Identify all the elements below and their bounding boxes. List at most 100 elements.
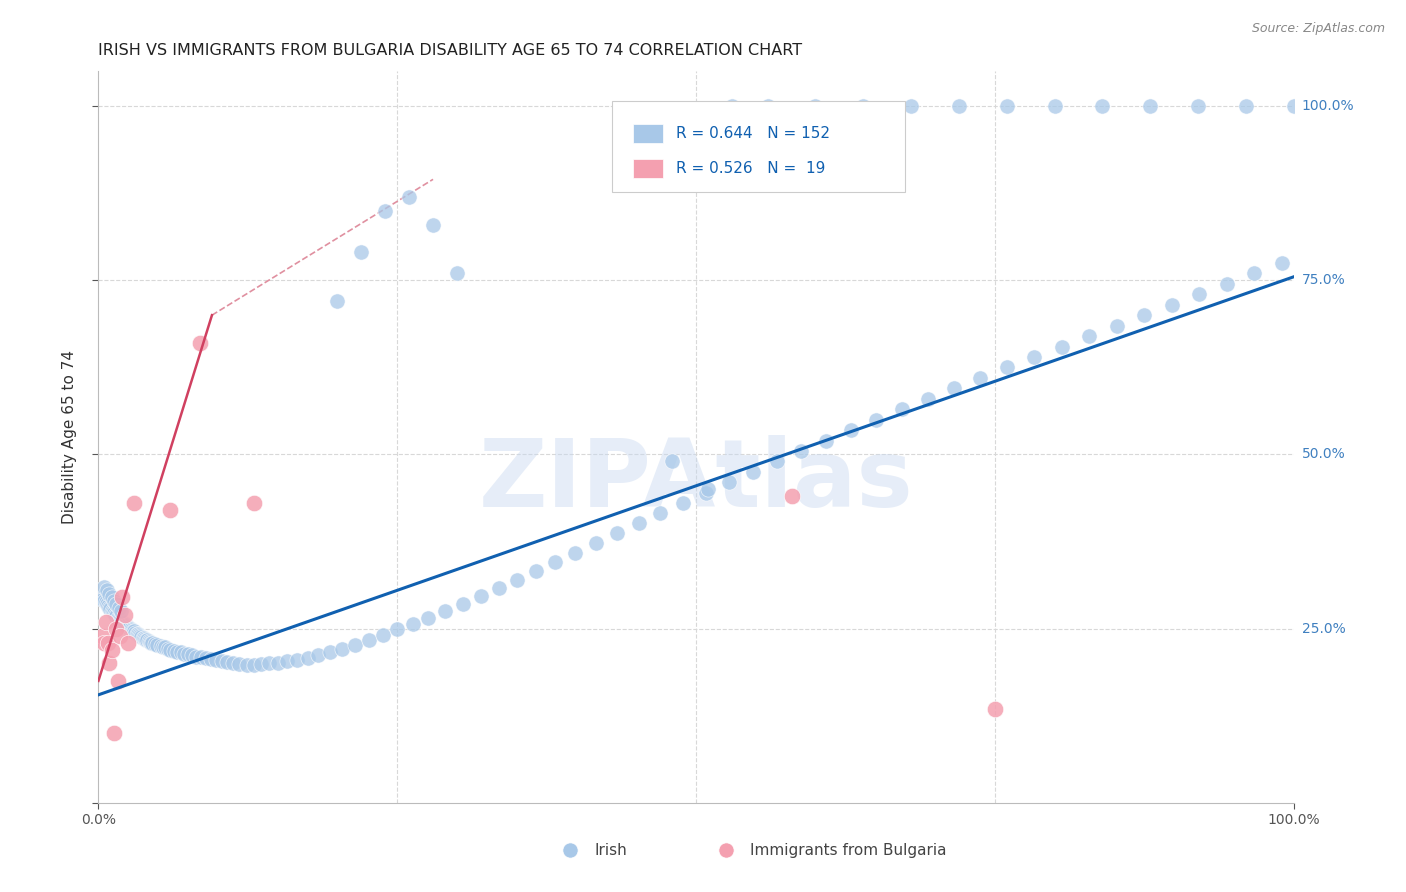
Text: 50.0%: 50.0% bbox=[1302, 448, 1346, 461]
Point bbox=[118, 621, 141, 635]
Point bbox=[718, 475, 741, 490]
Point bbox=[917, 392, 939, 406]
Point bbox=[124, 624, 146, 639]
Text: IRISH VS IMMIGRANTS FROM BULGARIA DISABILITY AGE 65 TO 74 CORRELATION CHART: IRISH VS IMMIGRANTS FROM BULGARIA DISABI… bbox=[98, 43, 803, 58]
Point bbox=[132, 632, 155, 646]
Text: ZIPAtlas: ZIPAtlas bbox=[478, 435, 914, 527]
Point bbox=[1139, 99, 1161, 113]
Point bbox=[94, 615, 117, 629]
Point bbox=[115, 619, 138, 633]
Point bbox=[159, 503, 181, 517]
Point bbox=[1187, 99, 1209, 113]
Point bbox=[1188, 287, 1211, 301]
Point bbox=[307, 648, 329, 662]
Point bbox=[100, 642, 122, 657]
Point bbox=[143, 637, 166, 651]
Point bbox=[139, 635, 162, 649]
FancyBboxPatch shape bbox=[633, 160, 662, 178]
Point bbox=[446, 266, 468, 280]
Point bbox=[488, 581, 510, 595]
Point bbox=[114, 616, 136, 631]
Point bbox=[195, 651, 218, 665]
Point bbox=[211, 654, 233, 668]
Point bbox=[756, 99, 779, 113]
Point bbox=[470, 589, 492, 603]
Point bbox=[422, 218, 444, 232]
Point bbox=[127, 627, 149, 641]
Point bbox=[267, 656, 290, 670]
Point bbox=[141, 636, 163, 650]
Point bbox=[100, 591, 122, 605]
Point bbox=[98, 657, 121, 671]
Point bbox=[852, 99, 875, 113]
Point bbox=[217, 655, 239, 669]
Point bbox=[105, 622, 128, 636]
Point bbox=[1282, 99, 1305, 113]
Point bbox=[672, 496, 695, 510]
Point bbox=[1024, 350, 1046, 364]
Point bbox=[186, 649, 208, 664]
Point bbox=[276, 654, 298, 668]
Point bbox=[721, 99, 744, 113]
Text: Source: ZipAtlas.com: Source: ZipAtlas.com bbox=[1251, 22, 1385, 36]
Point bbox=[326, 294, 349, 309]
Point bbox=[103, 594, 125, 608]
Point bbox=[1215, 277, 1237, 291]
Point bbox=[371, 628, 394, 642]
FancyBboxPatch shape bbox=[613, 101, 905, 192]
Point bbox=[131, 630, 153, 644]
Point bbox=[560, 841, 582, 855]
Point bbox=[108, 629, 131, 643]
Point bbox=[250, 657, 273, 672]
Point bbox=[714, 841, 737, 855]
Point bbox=[330, 641, 353, 656]
Point bbox=[129, 629, 152, 643]
Point bbox=[98, 602, 122, 616]
Point bbox=[111, 615, 134, 629]
Point bbox=[243, 496, 266, 510]
Point bbox=[96, 583, 118, 598]
Point bbox=[114, 607, 136, 622]
Point bbox=[146, 638, 169, 652]
Point bbox=[155, 640, 177, 655]
Point bbox=[125, 626, 148, 640]
Text: 100.0%: 100.0% bbox=[1302, 99, 1354, 113]
Point bbox=[943, 381, 966, 395]
Point bbox=[1133, 308, 1156, 322]
Point bbox=[815, 434, 838, 448]
Point bbox=[1078, 329, 1101, 343]
Point bbox=[648, 506, 672, 520]
Point bbox=[93, 594, 115, 608]
Text: Irish: Irish bbox=[595, 843, 627, 858]
Point bbox=[790, 444, 813, 458]
Point bbox=[96, 597, 118, 611]
Point bbox=[841, 423, 863, 437]
Point bbox=[204, 653, 226, 667]
Point bbox=[544, 555, 567, 569]
Point bbox=[969, 371, 991, 385]
Point bbox=[128, 628, 150, 642]
Point bbox=[319, 645, 342, 659]
Point bbox=[1043, 99, 1066, 113]
Point bbox=[451, 597, 474, 611]
Point bbox=[742, 465, 765, 479]
Point bbox=[177, 648, 200, 662]
Point bbox=[93, 580, 115, 594]
Point bbox=[134, 632, 156, 646]
Point bbox=[766, 454, 789, 468]
Point bbox=[103, 607, 125, 621]
Point bbox=[297, 651, 319, 665]
Point bbox=[100, 603, 122, 617]
Point bbox=[120, 622, 142, 636]
Point bbox=[91, 591, 114, 605]
Point bbox=[107, 610, 129, 624]
Point bbox=[105, 609, 128, 624]
Point bbox=[506, 573, 529, 587]
Point bbox=[865, 412, 887, 426]
Text: R = 0.526   N =  19: R = 0.526 N = 19 bbox=[676, 161, 825, 176]
Point bbox=[107, 600, 129, 615]
Point bbox=[285, 653, 308, 667]
Point bbox=[697, 483, 720, 497]
Point bbox=[97, 599, 120, 613]
Point bbox=[1105, 318, 1128, 333]
